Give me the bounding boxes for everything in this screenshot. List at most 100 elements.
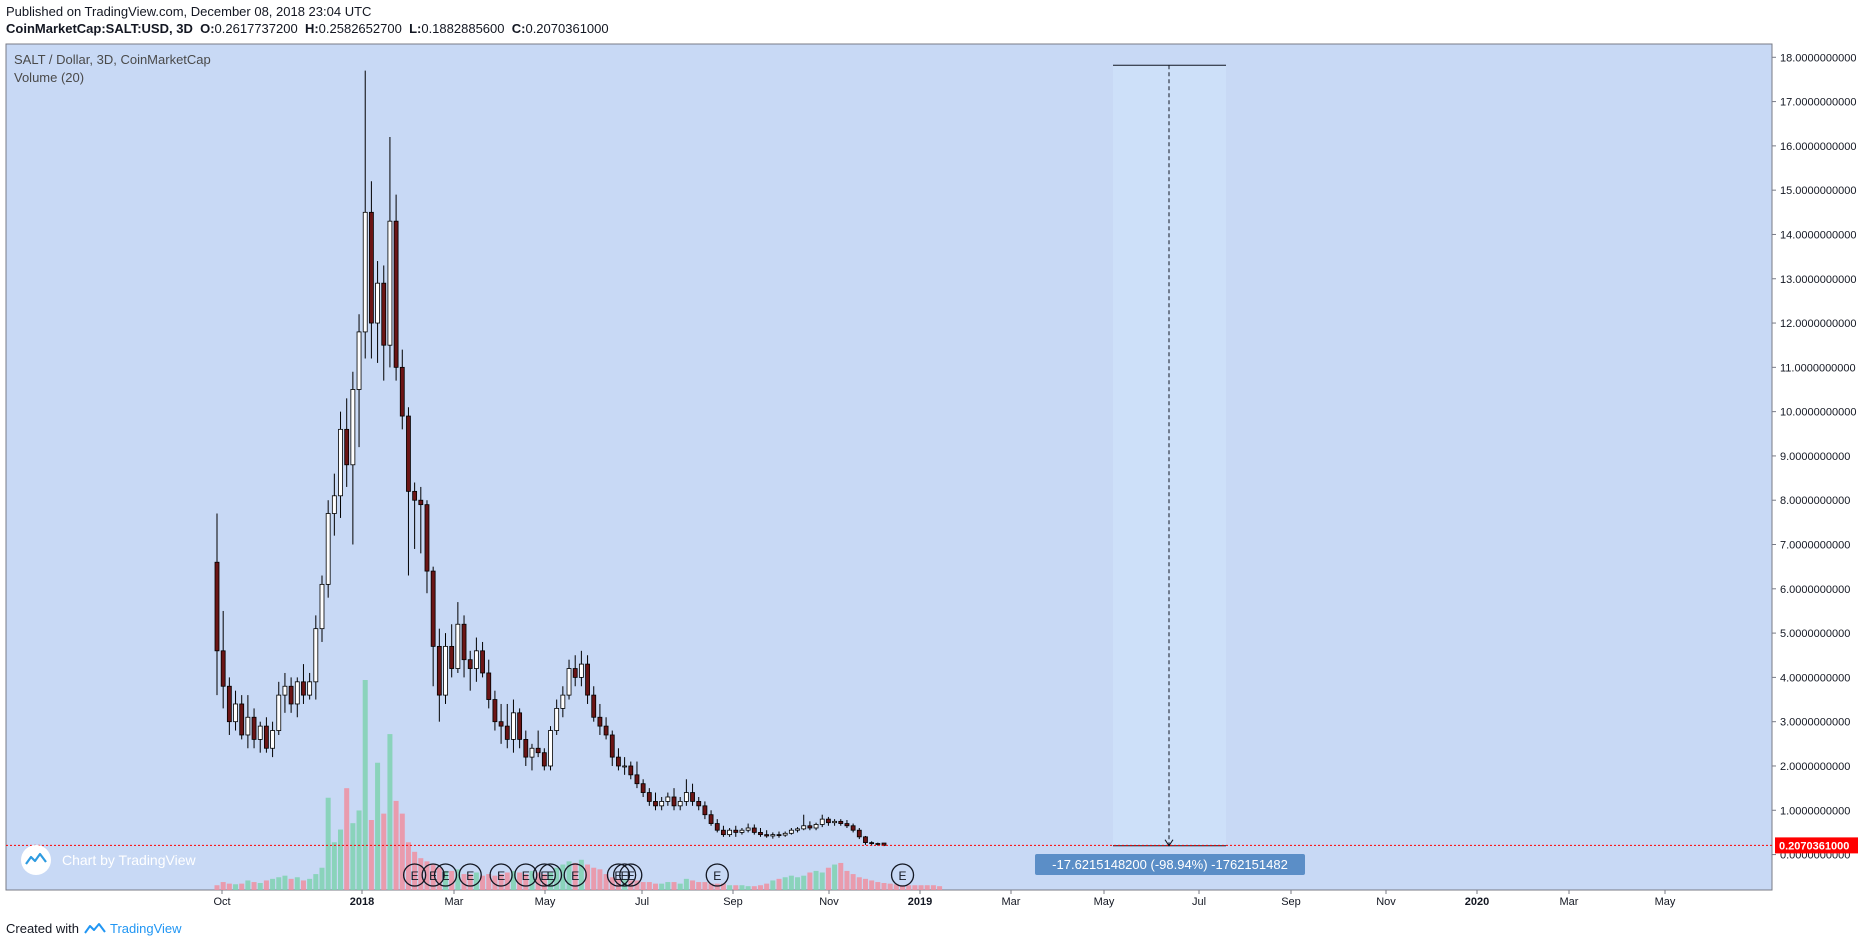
candle-body — [782, 832, 788, 836]
volume-bar — [399, 813, 405, 890]
volume-bar — [696, 882, 702, 890]
volume-bar — [906, 885, 912, 890]
earnings-marker: E — [619, 863, 643, 887]
earnings-marker-label: E — [713, 869, 721, 883]
volume-bar — [782, 877, 788, 890]
candle-body — [436, 645, 442, 696]
time-tick-label: May — [535, 896, 556, 908]
chart-pane-background — [6, 44, 1772, 890]
volume-bar — [825, 867, 831, 890]
candle-body — [856, 829, 862, 838]
volume-bar — [276, 877, 282, 890]
earnings-marker: E — [489, 863, 513, 887]
time-tick-label: May — [1655, 896, 1676, 908]
volume-bar — [832, 864, 838, 890]
candle-body — [597, 716, 603, 727]
candle-body — [233, 703, 238, 723]
candle-body — [430, 570, 436, 647]
candle-body — [381, 282, 387, 346]
volume-bar — [585, 864, 591, 890]
candle-body — [226, 685, 232, 723]
earnings-marker: E — [433, 863, 458, 887]
candle-body — [461, 623, 467, 661]
candle-body — [368, 211, 374, 324]
volume-bar — [368, 820, 374, 890]
volume-bar — [517, 872, 523, 890]
candle-body — [653, 801, 658, 807]
earnings-marker-label: E — [429, 869, 437, 883]
volume-bar — [473, 872, 479, 890]
volume-bar — [634, 880, 640, 890]
earnings-circle-icon — [421, 863, 445, 887]
price-tick-label: 8.0000000000 — [1780, 495, 1850, 507]
time-tick-label: Sep — [1281, 896, 1301, 908]
measure-tool[interactable]: -17.6215148200 (-98.94%) -1762151482 — [1035, 64, 1305, 875]
earnings-markers[interactable]: E E E E E E EE E EEE E E — [402, 863, 915, 887]
volume-bar — [412, 851, 418, 890]
time-tick-label: Jul — [1192, 896, 1206, 908]
price-axis[interactable]: 0.00000000001.00000000002.00000000003.00… — [1772, 52, 1856, 862]
candle-body — [257, 725, 263, 740]
price-tick-label: 18.0000000000 — [1780, 52, 1856, 64]
candle-body — [714, 823, 720, 831]
earnings-marker-label: E — [497, 869, 505, 883]
volume-bar — [591, 867, 597, 890]
candle-body — [566, 668, 572, 696]
candle-body — [270, 730, 275, 749]
measure-label: -17.6215148200 (-98.94%) -1762151482 — [1052, 857, 1288, 872]
candle-body — [628, 765, 634, 776]
tradingview-watermark[interactable]: Chart by TradingView — [21, 845, 196, 875]
earnings-marker: E — [612, 863, 637, 887]
volume-bar — [640, 882, 646, 890]
earnings-circle-icon — [619, 863, 643, 887]
candle-body — [801, 825, 807, 830]
earnings-marker: E — [514, 863, 538, 887]
volume-bar — [418, 858, 424, 890]
volume-bar — [461, 874, 467, 890]
last-price-label: 0.2070361000 — [1779, 840, 1849, 852]
candle-body — [325, 513, 331, 585]
price-tick-label: 17.0000000000 — [1780, 97, 1856, 109]
price-tick-label: 11.0000000000 — [1780, 362, 1856, 374]
candle-body — [529, 747, 535, 758]
volume-bar — [776, 878, 782, 890]
volume-bar — [554, 867, 560, 890]
candle-body — [838, 820, 844, 824]
candle-body — [634, 774, 640, 785]
volume-bar — [937, 886, 943, 890]
volume-bar — [300, 880, 306, 890]
volume-bar — [233, 884, 239, 890]
candle-body — [406, 415, 411, 492]
volume-bar — [319, 867, 325, 890]
last-price-badge — [1775, 837, 1858, 854]
candle-body — [603, 725, 609, 736]
ohlc-open: 0.2617737200 — [214, 21, 298, 36]
footer-brand-link[interactable]: TradingView — [109, 921, 182, 936]
volume-bar — [671, 882, 677, 890]
candle-body — [449, 645, 455, 669]
price-tick-label: 16.0000000000 — [1780, 141, 1856, 153]
volume-bar — [263, 880, 269, 890]
volume-bar — [572, 862, 578, 890]
time-tick-label: Mar — [1002, 896, 1021, 908]
time-axis[interactable]: Oct 2018 Mar May Jul Sep Nov 2019 Mar May Jul Sep No… — [213, 890, 1676, 908]
candle-body — [523, 739, 529, 758]
candle-body — [795, 828, 800, 831]
candle-body — [844, 823, 850, 827]
earnings-marker-label: E — [411, 869, 419, 883]
candle-body — [807, 825, 813, 829]
volume-bar — [652, 883, 658, 890]
earnings-circle-icon — [705, 863, 729, 887]
volume-bar — [733, 885, 739, 890]
candle-body — [486, 672, 492, 700]
earnings-marker-label: E — [614, 869, 622, 883]
time-tick-label: Nov — [1376, 896, 1396, 908]
volume-bar — [307, 878, 313, 890]
candle-body — [745, 827, 751, 831]
candle-body — [869, 842, 875, 845]
volume-bar — [764, 883, 770, 890]
footer: Created with TradingView — [6, 921, 182, 936]
ohlc-high: 0.2582652700 — [318, 21, 402, 36]
volume-bar — [288, 878, 294, 890]
